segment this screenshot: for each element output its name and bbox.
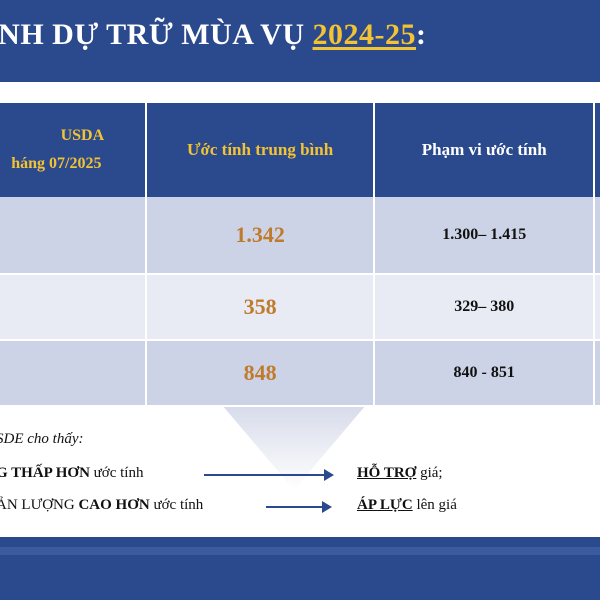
range-cell: 329– 380: [374, 274, 596, 341]
edge-cell: [594, 197, 600, 275]
note-line-1-tail: giá;: [416, 465, 443, 481]
note-line-1-bold: G THẤP HƠN: [0, 465, 90, 481]
arrow-right-icon: [266, 501, 332, 513]
note-line-2-bold: CAO HƠN: [78, 497, 150, 513]
note-line-2-key: ÁP LỰC: [357, 497, 413, 513]
table-row: 1.342 1.300– 1.415: [0, 197, 600, 275]
note-line-2-tail: lên giá: [412, 497, 457, 513]
range-cell: 840 - 851: [374, 340, 596, 407]
usda-cell: [0, 274, 147, 341]
header-range: Phạm vi ước tính: [374, 103, 596, 197]
note-line-1-result: HỖ TRỢ giá;: [357, 465, 443, 482]
header-edge: [594, 103, 600, 197]
note-line-2: ẢN LƯỢNG CAO HƠN ước tính: [0, 497, 203, 514]
header-average: Ước tính trung bình: [145, 103, 376, 197]
usda-cell: [0, 197, 147, 275]
average-cell: 848: [145, 340, 376, 407]
estimate-table: USDA háng 07/2025 Ước tính trung bình Ph…: [0, 103, 600, 407]
note-line-2-result: ÁP LỰC lên giá: [357, 497, 457, 514]
title-band: [0, 0, 600, 82]
range-cell: 1.300– 1.415: [374, 197, 596, 275]
table-header-row: USDA háng 07/2025 Ước tính trung bình Ph…: [0, 103, 600, 197]
edge-cell: [594, 274, 600, 341]
header-usda-line2: háng 07/2025: [11, 155, 102, 172]
note-line-2-rest: ước tính: [149, 497, 204, 513]
note-line-1: G THẤP HƠN ước tính: [0, 465, 143, 482]
page-title: ÌNH DỰ TRỮ MÙA VỤ 2024-25:: [0, 18, 427, 52]
notes-intro: SDE cho thấy:: [0, 431, 84, 447]
note-line-1-rest: ước tính: [89, 465, 144, 481]
title-year: 2024-25: [312, 18, 417, 51]
note-line-1-key: HỖ TRỢ: [357, 465, 417, 481]
table-row: 848 840 - 851: [0, 340, 600, 407]
title-text: ÌNH DỰ TRỮ MÙA VỤ: [0, 18, 313, 51]
header-usda: USDA háng 07/2025: [0, 103, 147, 197]
table-row: 358 329– 380: [0, 274, 600, 341]
arrow-right-icon: [204, 469, 334, 481]
note-line-2-pre: ẢN LƯỢNG: [0, 497, 79, 513]
average-cell: 1.342: [145, 197, 376, 275]
usda-cell: [0, 340, 147, 407]
edge-cell: [594, 340, 600, 407]
header-usda-line1: USDA: [60, 127, 105, 144]
footer-strip: [0, 547, 600, 555]
average-cell: 358: [145, 274, 376, 341]
title-colon: :: [416, 18, 427, 51]
